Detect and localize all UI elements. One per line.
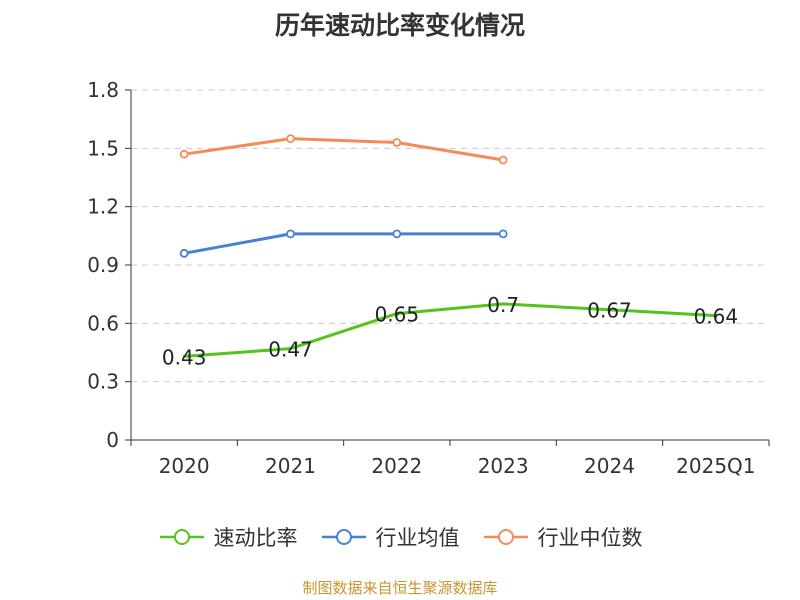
- data-label-s0-3: 0.7: [487, 293, 519, 317]
- legend: 速动比率 行业均值 行业中位数: [0, 520, 800, 554]
- legend-item-industry-median[interactable]: 行业中位数: [482, 522, 643, 552]
- axes: 0 0.3 0.6 0.9 1.2 1.5 1.8 2020 2021 2022 2023 2024 2…: [87, 78, 770, 478]
- source-note: 制图数据来自恒生聚源数据库: [302, 579, 498, 597]
- legend-line-industry-avg-icon: [321, 529, 366, 545]
- point-s2-0: [179, 149, 189, 159]
- data-label-s0-4: 0.67: [587, 299, 632, 323]
- legend-line-industry-median-icon: [483, 529, 528, 545]
- y-tick-label-0: 0: [106, 428, 119, 452]
- series-lines: [179, 134, 718, 358]
- x-tick-label-2: 2022: [371, 454, 422, 478]
- x-tick-label-4: 2024: [584, 454, 635, 478]
- point-s1-3: [498, 229, 508, 239]
- series-line-1: [182, 232, 505, 255]
- point-s2-1: [286, 134, 295, 144]
- legend-label-industry-avg: 行业均值: [375, 526, 460, 550]
- y-tick-label-2: 0.6: [87, 311, 119, 335]
- legend-line-quick-ratio-icon: [159, 529, 204, 545]
- y-tick-label-6: 1.8: [87, 78, 119, 102]
- point-s2-3: [498, 155, 508, 165]
- legend-label-industry-median: 行业中位数: [537, 526, 643, 550]
- x-tick-label-1: 2021: [265, 454, 316, 478]
- y-tick-label-4: 1.2: [87, 195, 119, 219]
- point-s1-2: [392, 229, 402, 239]
- x-tick-label-3: 2023: [478, 454, 529, 478]
- grid-lines: [131, 89, 769, 383]
- legend-item-quick-ratio[interactable]: 速动比率: [158, 522, 298, 552]
- data-label-s0-2: 0.65: [375, 303, 420, 327]
- series-line-0: [182, 302, 718, 358]
- data-labels: 0.43 0.47 0.65 0.7 0.67 0.64: [162, 293, 738, 370]
- point-s1-1: [286, 229, 295, 239]
- legend-label-quick-ratio: 速动比率: [213, 526, 298, 550]
- chart-title: 历年速动比率变化情况: [274, 11, 525, 40]
- data-label-s0-5: 0.64: [694, 305, 739, 329]
- y-tick-label-1: 0.3: [87, 370, 119, 394]
- legend-item-industry-avg[interactable]: 行业均值: [320, 522, 460, 552]
- point-s2-2: [392, 138, 402, 147]
- x-tick-label-0: 2020: [159, 454, 210, 478]
- y-tick-label-5: 1.5: [87, 136, 119, 160]
- data-label-s0-1: 0.47: [268, 338, 313, 362]
- x-tick-label-5: 2025Q1: [676, 454, 755, 478]
- y-tick-label-3: 0.9: [87, 253, 119, 277]
- point-s1-0: [179, 248, 189, 258]
- data-label-s0-0: 0.43: [162, 345, 207, 369]
- series-line-2: [182, 137, 505, 162]
